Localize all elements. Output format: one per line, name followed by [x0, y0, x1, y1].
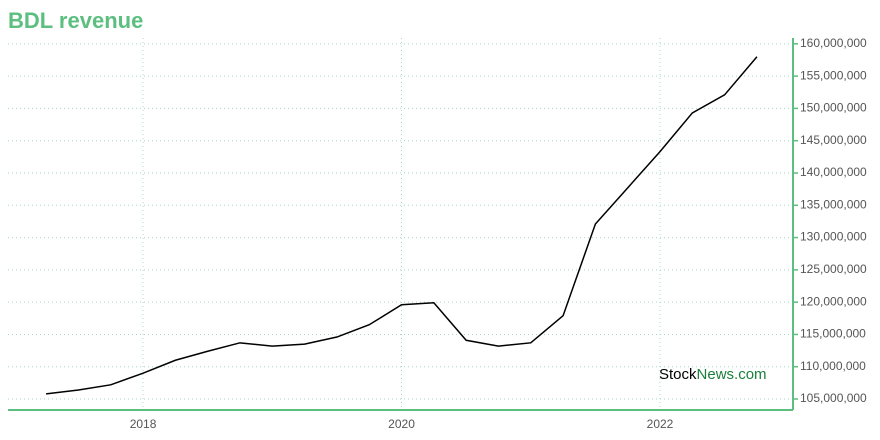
- watermark-part: Stock: [659, 366, 697, 383]
- y-tick-label: 125,000,000: [800, 262, 867, 276]
- y-tick-label: 150,000,000: [800, 101, 867, 115]
- watermark: StockNews.com: [659, 366, 767, 383]
- y-tick-label: 145,000,000: [800, 133, 867, 147]
- y-tick-label: 110,000,000: [800, 359, 866, 373]
- y-tick-label: 105,000,000: [800, 391, 867, 405]
- y-tick-label: 155,000,000: [800, 68, 867, 82]
- y-tick-label: 160,000,000: [800, 36, 867, 50]
- y-tick-label: 120,000,000: [800, 294, 867, 308]
- y-tick-label: 130,000,000: [800, 230, 867, 244]
- x-tick-label: 2020: [388, 417, 415, 431]
- x-tick-label: 2022: [647, 417, 674, 431]
- chart-title: BDL revenue: [8, 8, 143, 33]
- watermark-part: News.com: [697, 366, 767, 383]
- y-tick-label: 135,000,000: [800, 197, 867, 211]
- y-tick-label: 115,000,000: [800, 327, 866, 341]
- x-tick-label: 2018: [130, 417, 157, 431]
- y-tick-label: 140,000,000: [800, 165, 867, 179]
- line: [46, 56, 758, 395]
